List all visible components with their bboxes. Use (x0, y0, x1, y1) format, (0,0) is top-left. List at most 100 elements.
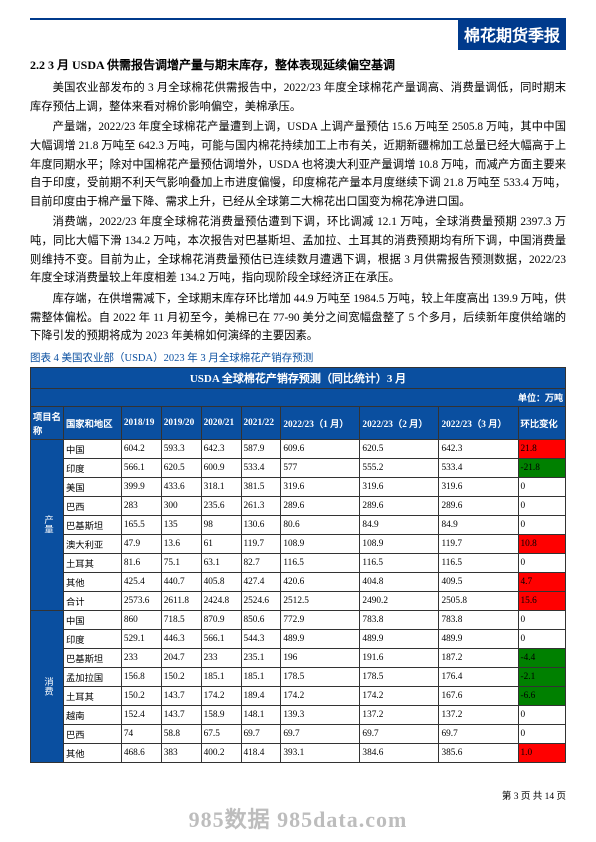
table-row: 其他425.4440.7405.8427.4420.6404.8409.54.7 (31, 572, 566, 591)
value-cell: 156.8 (121, 667, 161, 686)
group-cell: 产量 (31, 439, 64, 610)
value-cell: 393.1 (281, 743, 360, 762)
value-cell: 620.5 (161, 458, 201, 477)
value-cell: 718.5 (161, 610, 201, 629)
value-cell: 137.2 (360, 705, 439, 724)
value-cell: 319.6 (439, 477, 518, 496)
paragraph-1: 美国农业部发布的 3 月全球棉花供需报告中，2022/23 年度全球棉花产量调高… (30, 79, 566, 116)
value-cell: 446.3 (161, 629, 201, 648)
region-cell: 印度 (64, 629, 122, 648)
value-cell: 150.2 (121, 686, 161, 705)
table-row: 巴西7458.867.569.769.769.769.70 (31, 724, 566, 743)
value-cell: 130.6 (241, 515, 281, 534)
paragraph-2: 产量端，2022/23 年度全球棉花产量遭到上调，USDA 上调产量预估 15.… (30, 118, 566, 211)
value-cell: 2524.6 (241, 591, 281, 610)
value-cell: 69.7 (439, 724, 518, 743)
region-cell: 其他 (64, 572, 122, 591)
region-cell: 孟加拉国 (64, 667, 122, 686)
group-cell: 消费 (31, 610, 64, 762)
delta-cell: 4.7 (518, 572, 565, 591)
table-row: 印度529.1446.3566.1544.3489.9489.9489.90 (31, 629, 566, 648)
value-cell: 158.9 (201, 705, 241, 724)
value-cell: 178.5 (281, 667, 360, 686)
delta-cell: 10.8 (518, 534, 565, 553)
value-cell: 2573.6 (121, 591, 161, 610)
value-cell: 850.6 (241, 610, 281, 629)
table-columns-row: 项目名称国家和地区2018/192019/202020/212021/22202… (31, 406, 566, 439)
value-cell: 150.2 (161, 667, 201, 686)
table-row: 土耳其150.2143.7174.2189.4174.2174.2167.6-6… (31, 686, 566, 705)
value-cell: 261.3 (241, 496, 281, 515)
value-cell: 772.9 (281, 610, 360, 629)
value-cell: 384.6 (360, 743, 439, 762)
value-cell: 489.9 (281, 629, 360, 648)
delta-cell: -2.1 (518, 667, 565, 686)
report-title: 棉花期货季报 (458, 20, 566, 50)
table-row: 美国399.9433.6318.1381.5319.6319.6319.60 (31, 477, 566, 496)
table-row: 巴基斯坦233204.7233235.1196191.6187.2-4.4 (31, 648, 566, 667)
region-cell: 土耳其 (64, 553, 122, 572)
value-cell: 642.3 (201, 439, 241, 458)
table-body: 产量中国604.2593.3642.3587.9609.6620.5642.32… (31, 439, 566, 762)
page-footer: 第 3 页 共 14 页 (502, 788, 566, 802)
table-row: 孟加拉国156.8150.2185.1185.1178.5178.5176.4-… (31, 667, 566, 686)
value-cell: 566.1 (201, 629, 241, 648)
value-cell: 533.4 (439, 458, 518, 477)
value-cell: 783.8 (360, 610, 439, 629)
value-cell: 468.6 (121, 743, 161, 762)
value-cell: 116.5 (281, 553, 360, 572)
value-cell: 63.1 (201, 553, 241, 572)
value-cell: 80.6 (281, 515, 360, 534)
value-cell: 2505.8 (439, 591, 518, 610)
value-cell: 204.7 (161, 648, 201, 667)
region-cell: 其他 (64, 743, 122, 762)
value-cell: 418.4 (241, 743, 281, 762)
value-cell: 577 (281, 458, 360, 477)
table-row: 土耳其81.675.163.182.7116.5116.5116.50 (31, 553, 566, 572)
table-row: 其他468.6383400.2418.4393.1384.6385.61.0 (31, 743, 566, 762)
value-cell: 860 (121, 610, 161, 629)
table-col-header: 项目名称 (31, 406, 64, 439)
value-cell: 196 (281, 648, 360, 667)
region-cell: 中国 (64, 610, 122, 629)
value-cell: 98 (201, 515, 241, 534)
value-cell: 404.8 (360, 572, 439, 591)
value-cell: 870.9 (201, 610, 241, 629)
region-cell: 巴西 (64, 724, 122, 743)
section-heading: 2.2 3 月 USDA 供需报告调增产量与期末库存，整体表现延续偏空基调 (30, 56, 566, 73)
value-cell: 82.7 (241, 553, 281, 572)
table-col-header: 2020/21 (201, 406, 241, 439)
figure-caption: 图表 4 美国农业部（USDA）2023 年 3 月全球棉花产销存预测 (30, 350, 566, 365)
paragraph-4: 库存端，在供增需减下，全球期末库存环比增加 44.9 万吨至 1984.5 万吨… (30, 290, 566, 346)
value-cell: 433.6 (161, 477, 201, 496)
delta-cell: 0 (518, 496, 565, 515)
watermark: 985数据 985data.com (0, 802, 596, 834)
value-cell: 47.9 (121, 534, 161, 553)
value-cell: 2512.5 (281, 591, 360, 610)
value-cell: 69.7 (281, 724, 360, 743)
value-cell: 385.6 (439, 743, 518, 762)
region-cell: 中国 (64, 439, 122, 458)
value-cell: 283 (121, 496, 161, 515)
value-cell: 2611.8 (161, 591, 201, 610)
delta-cell: 0 (518, 629, 565, 648)
value-cell: 300 (161, 496, 201, 515)
value-cell: 58.8 (161, 724, 201, 743)
table-title: USDA 全球棉花产销存预测（同比统计）3 月 (31, 367, 566, 388)
table-row: 巴基斯坦165.513598130.680.684.984.90 (31, 515, 566, 534)
value-cell: 427.4 (241, 572, 281, 591)
table-col-header: 2021/22 (241, 406, 281, 439)
value-cell: 13.6 (161, 534, 201, 553)
value-cell: 2424.8 (201, 591, 241, 610)
delta-cell: 21.8 (518, 439, 565, 458)
value-cell: 555.2 (360, 458, 439, 477)
value-cell: 137.2 (439, 705, 518, 724)
value-cell: 289.6 (439, 496, 518, 515)
value-cell: 399.9 (121, 477, 161, 496)
value-cell: 620.5 (360, 439, 439, 458)
value-cell: 409.5 (439, 572, 518, 591)
value-cell: 69.7 (241, 724, 281, 743)
value-cell: 489.9 (360, 629, 439, 648)
delta-cell: -6.6 (518, 686, 565, 705)
value-cell: 61 (201, 534, 241, 553)
